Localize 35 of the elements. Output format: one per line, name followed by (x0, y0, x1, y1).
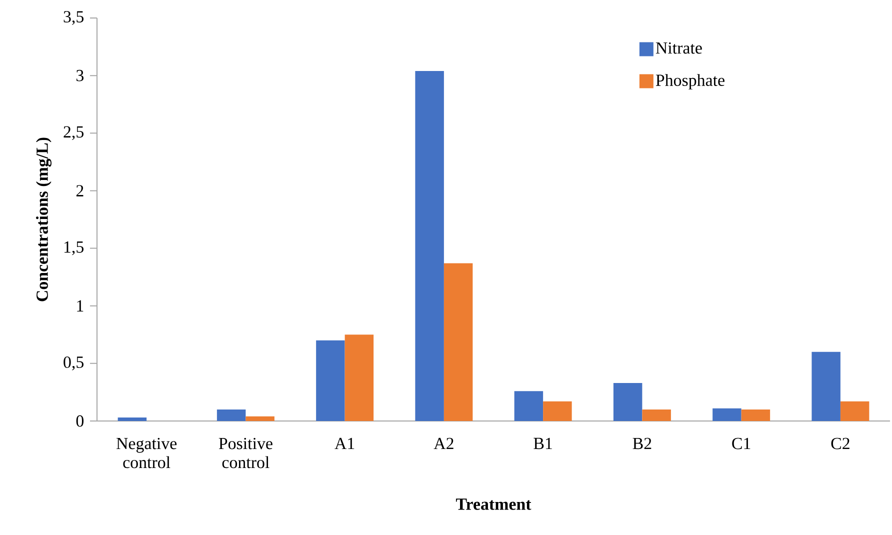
bar (344, 334, 374, 421)
y-tick-label: 0 (76, 415, 84, 427)
y-tick-label: 0,5 (64, 356, 84, 370)
bar (246, 416, 274, 421)
bar (840, 401, 870, 421)
x-tick-label: A2 (434, 438, 454, 450)
bar (812, 352, 840, 421)
y-tick-label: 1,5 (64, 241, 84, 256)
bar (543, 401, 572, 421)
x-axis-title: Treatment (456, 498, 532, 510)
bar (118, 418, 147, 421)
bar (642, 409, 671, 421)
bar (216, 409, 246, 421)
legend-label: Nitrate (656, 42, 702, 54)
bar (613, 383, 642, 421)
y-tick-label: 2 (76, 185, 84, 196)
x-tick-label: C1 (732, 438, 750, 450)
x-tick-label: Negative control (116, 438, 177, 468)
bar (316, 340, 345, 421)
x-tick-label: C2 (831, 438, 850, 450)
y-axis-title: Concentrations (mg/L) (36, 138, 52, 302)
bar (741, 409, 770, 421)
bar (444, 263, 473, 421)
bar (514, 391, 544, 421)
y-tick-label: 2,5 (64, 126, 84, 140)
y-tick-label: 3 (76, 70, 84, 82)
legend-label: Phosphate (656, 74, 724, 90)
y-tick-label: 1 (77, 300, 84, 312)
x-tick-label: Positive control (218, 438, 272, 468)
bar (415, 70, 444, 421)
x-tick-label: B2 (632, 438, 652, 450)
y-tick-label: 3,5 (64, 11, 84, 25)
x-tick-label: B1 (534, 438, 552, 450)
bar (712, 408, 742, 421)
x-tick-label: A1 (334, 438, 354, 450)
